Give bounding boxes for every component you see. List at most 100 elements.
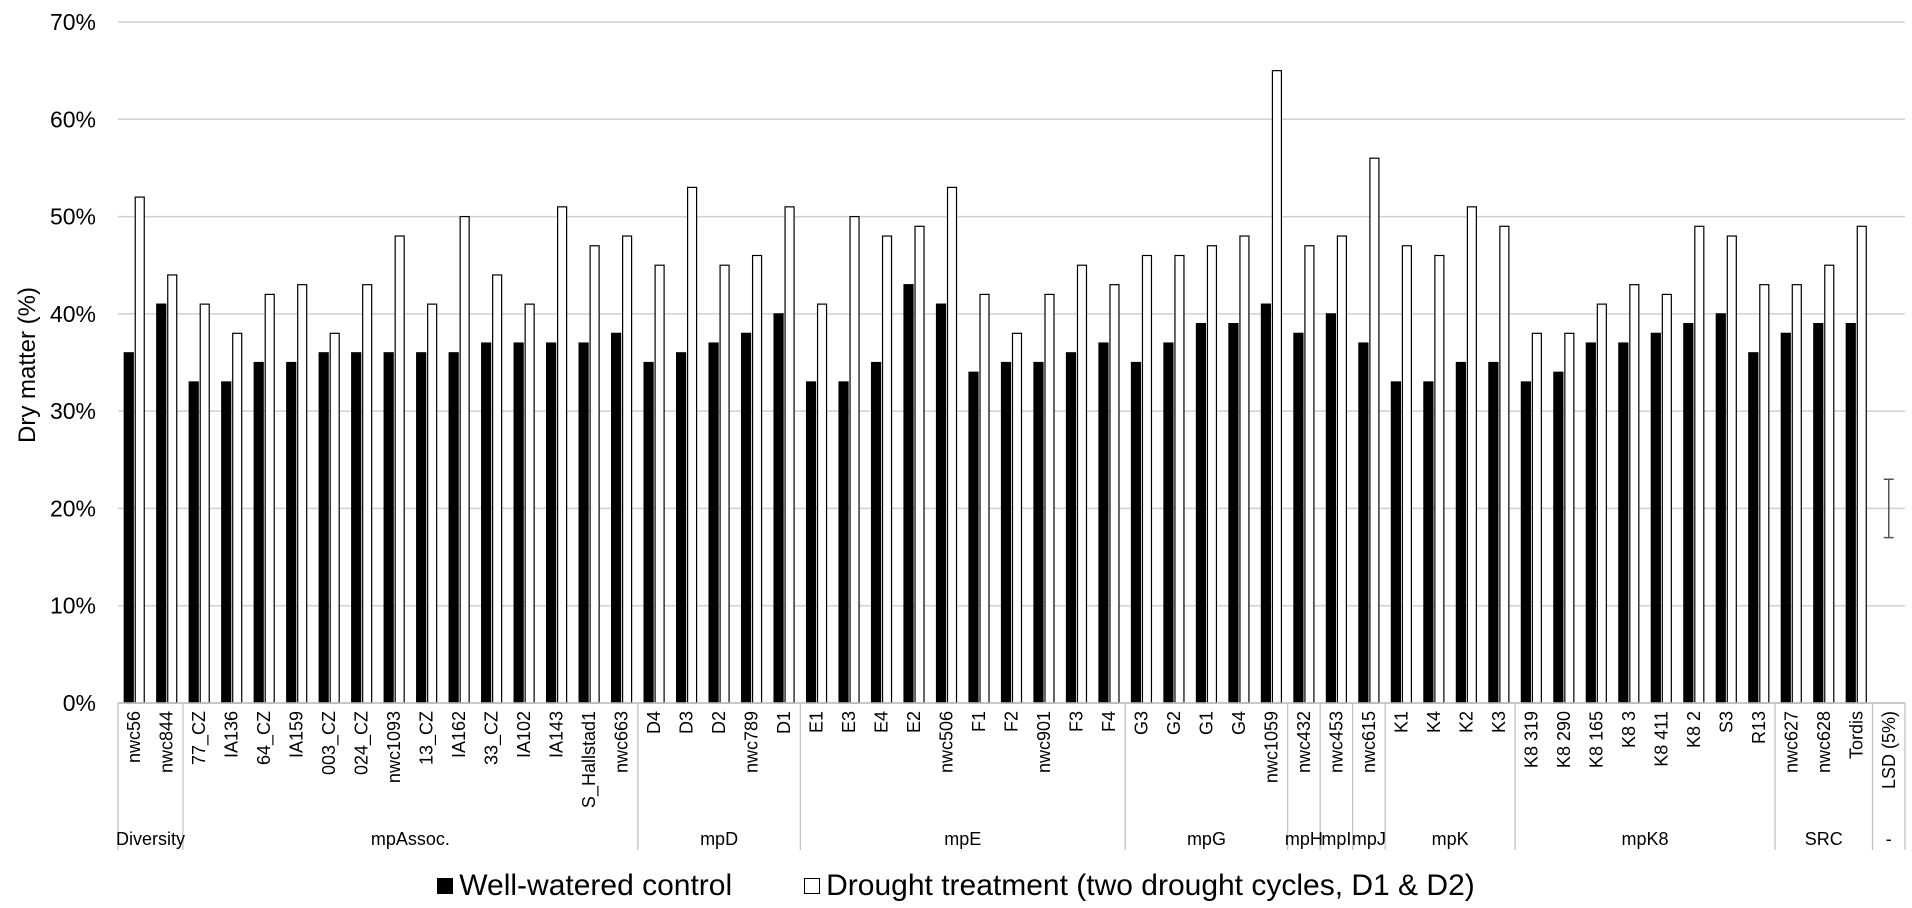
y-tick-label: 20% — [50, 495, 96, 521]
bar-well-watered — [643, 361, 654, 704]
group-label: mpAssoc. — [371, 829, 450, 849]
bar-drought — [622, 235, 633, 704]
bar-drought — [914, 225, 925, 704]
x-tick-label: K8 290 — [1554, 711, 1574, 768]
x-tick-label: K4 — [1424, 711, 1444, 733]
bar-well-watered — [1650, 332, 1661, 704]
bar-drought — [1531, 332, 1542, 704]
group-label: mpH — [1285, 829, 1323, 849]
x-tick-label: K8 2 — [1684, 711, 1704, 748]
x-tick-label: R13 — [1749, 711, 1769, 744]
bar-well-watered — [188, 381, 199, 704]
bar-well-watered — [448, 352, 459, 704]
bar-drought — [232, 332, 243, 704]
bar-well-watered — [935, 303, 947, 704]
bar-drought — [1011, 332, 1023, 704]
bar-well-watered — [903, 284, 914, 704]
legend: Well-watered control Drought treatment (… — [0, 868, 1912, 904]
bar-drought — [1759, 284, 1770, 704]
bar-drought — [1596, 303, 1607, 704]
x-tick-label: F3 — [1066, 711, 1086, 732]
x-tick-label: D1 — [774, 711, 794, 734]
x-tick-label: F1 — [969, 711, 989, 732]
bar-well-watered — [123, 352, 134, 704]
bar-well-watered — [805, 381, 817, 704]
bar-drought — [1629, 284, 1640, 704]
x-tick-label: nwc901 — [1034, 711, 1054, 773]
bar-drought — [979, 293, 990, 704]
y-tick-label: 30% — [50, 398, 96, 424]
bar-well-watered — [416, 352, 427, 704]
bar-drought — [589, 245, 600, 704]
bar-drought — [1499, 225, 1510, 704]
bar-well-watered — [1195, 322, 1207, 704]
legend-item-drought: Drought treatment (two drought cycles, D… — [804, 869, 1475, 903]
group-label: SRC — [1805, 829, 1843, 849]
bar-drought — [1791, 284, 1802, 704]
x-tick-label: IA143 — [547, 711, 567, 758]
bar-well-watered — [1715, 313, 1726, 704]
bar-well-watered — [1260, 303, 1272, 704]
bar-well-watered — [1585, 342, 1596, 704]
bar-drought — [297, 284, 308, 704]
x-tick-label: E1 — [807, 711, 827, 733]
bar-drought — [1336, 235, 1348, 704]
bar-drought — [881, 235, 893, 704]
y-axis-label: Dry matter (%) — [14, 287, 41, 443]
x-tick-label: 33_CZ — [482, 711, 503, 765]
bar-drought — [1206, 245, 1218, 704]
well-watered-swatch — [437, 878, 454, 894]
group-label: mpD — [700, 829, 738, 849]
bar-well-watered — [351, 352, 362, 704]
bar-well-watered — [675, 352, 687, 704]
bar-drought — [1401, 245, 1412, 704]
x-tick-label: F4 — [1099, 711, 1119, 732]
bar-well-watered — [740, 332, 752, 704]
bar-well-watered — [156, 303, 167, 704]
group-label: mpG — [1187, 829, 1226, 849]
bar-drought — [1824, 264, 1835, 704]
bar-drought — [1271, 70, 1283, 704]
bar-drought — [1694, 225, 1705, 704]
bar-drought — [199, 303, 210, 704]
bar-well-watered — [1325, 313, 1337, 704]
bar-well-watered — [578, 342, 589, 704]
bar-drought — [654, 264, 665, 704]
legend-item-well-watered: Well-watered control — [437, 869, 732, 903]
x-tick-label: nwc628 — [1814, 711, 1834, 773]
x-tick-label: IA102 — [514, 711, 534, 758]
bar-well-watered — [1488, 361, 1499, 704]
bar-drought — [427, 303, 438, 704]
x-tick-label: nwc432 — [1294, 711, 1314, 773]
x-tick-label: 64_CZ — [254, 711, 275, 765]
group-label: mpI — [1321, 829, 1351, 849]
bar-well-watered — [383, 352, 394, 704]
y-tick-label: 40% — [50, 301, 96, 327]
x-tick-label: 13_CZ — [417, 711, 438, 765]
bar-well-watered — [1520, 381, 1531, 704]
bar-drought — [167, 274, 178, 704]
x-tick-label: K2 — [1456, 711, 1476, 733]
bar-drought — [719, 264, 730, 704]
x-tick-label: E3 — [839, 711, 859, 733]
bar-drought — [1434, 254, 1445, 704]
bar-well-watered — [773, 313, 784, 704]
bar-well-watered — [1748, 352, 1759, 704]
bar-drought — [459, 215, 470, 704]
x-tick-label: E4 — [872, 711, 892, 733]
bar-drought — [1141, 254, 1153, 704]
bar-well-watered — [1098, 342, 1109, 704]
x-tick-label: K8 3 — [1619, 711, 1639, 748]
bar-well-watered — [1780, 332, 1791, 704]
bar-well-watered — [221, 381, 232, 704]
bar-drought — [1726, 235, 1737, 704]
bar-drought — [1661, 293, 1672, 704]
bar-well-watered — [1000, 361, 1012, 704]
x-tick-label: nwc56 — [124, 711, 144, 763]
bar-well-watered — [968, 371, 979, 704]
bar-drought — [816, 303, 828, 704]
x-tick-label: D3 — [677, 711, 697, 734]
bar-well-watered — [708, 342, 719, 704]
x-tick-label: S3 — [1716, 711, 1736, 733]
bar-drought — [362, 284, 373, 704]
